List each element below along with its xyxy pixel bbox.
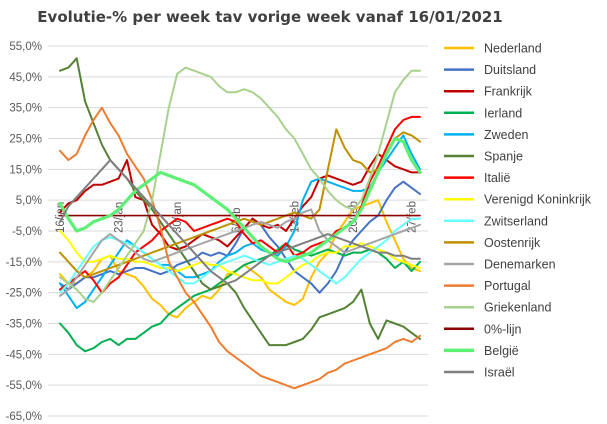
legend-label: Portugal [484, 279, 531, 293]
legend-label: Frankrijk [484, 85, 533, 99]
legend-label: Zweden [484, 128, 529, 142]
y-tick-label: -45,0% [6, 349, 42, 361]
y-tick-label: 55,0% [9, 41, 42, 53]
legend-label: 0%-lijn [484, 322, 522, 336]
legend-label: Duitsland [484, 63, 536, 77]
series-line-belgi- [58, 136, 422, 264]
series-line-zweden [59, 134, 421, 310]
series-line-ierland [59, 242, 421, 353]
x-tick-label: 30/jan [172, 202, 184, 233]
series-line-griekenland [59, 66, 421, 303]
series-line-isra-l [59, 159, 421, 285]
y-tick-label: -25,0% [6, 288, 42, 300]
legend-label: Zwitserland [484, 214, 548, 228]
gridlines [48, 45, 428, 417]
y-tick-label: -35,0% [6, 319, 42, 331]
legend-label: Spanje [484, 150, 523, 164]
y-tick-label: -65,0% [6, 411, 42, 423]
x-tick-label: 20/feb [348, 201, 360, 233]
y-tick-label: 45,0% [9, 72, 42, 84]
legend-label: Israël [484, 366, 515, 380]
legend-label: Griekenland [484, 301, 551, 315]
y-tick-label: -15,0% [6, 257, 42, 269]
y-tick-label: 35,0% [9, 103, 42, 115]
legend-label: Denemarken [484, 258, 556, 272]
x-tick-label: 27/feb [407, 201, 419, 233]
y-tick-label: 5,0% [16, 195, 42, 207]
legend-label: Italië [484, 171, 510, 185]
series-line-portugal [59, 106, 421, 390]
legend-label: Oostenrijk [484, 236, 541, 250]
y-axis: 55,0% 45,0% 35,0% 25,0% 15,0% 5,0% -5,0% -15,0%… [6, 41, 42, 423]
y-tick-label: 25,0% [9, 134, 42, 146]
legend: Nederland Duitsland Frankrijk Ierland Zweden… [444, 42, 592, 380]
series-line-verenigd-koninkrijk [59, 230, 421, 285]
series-lines [58, 57, 422, 390]
legend-label: Verenigd Koninkrijk [484, 193, 592, 207]
y-tick-label: 15,0% [9, 164, 42, 176]
y-tick-label: -5,0% [12, 226, 42, 238]
series-line-frankrijk [59, 152, 421, 251]
y-tick-label: -55,0% [6, 380, 42, 392]
legend-label: Ierland [484, 106, 522, 120]
chart-title: Evolutie-% per week tav vorige week vana… [37, 8, 502, 26]
legend-label: Nederland [484, 42, 542, 56]
legend-label: België [484, 344, 519, 358]
